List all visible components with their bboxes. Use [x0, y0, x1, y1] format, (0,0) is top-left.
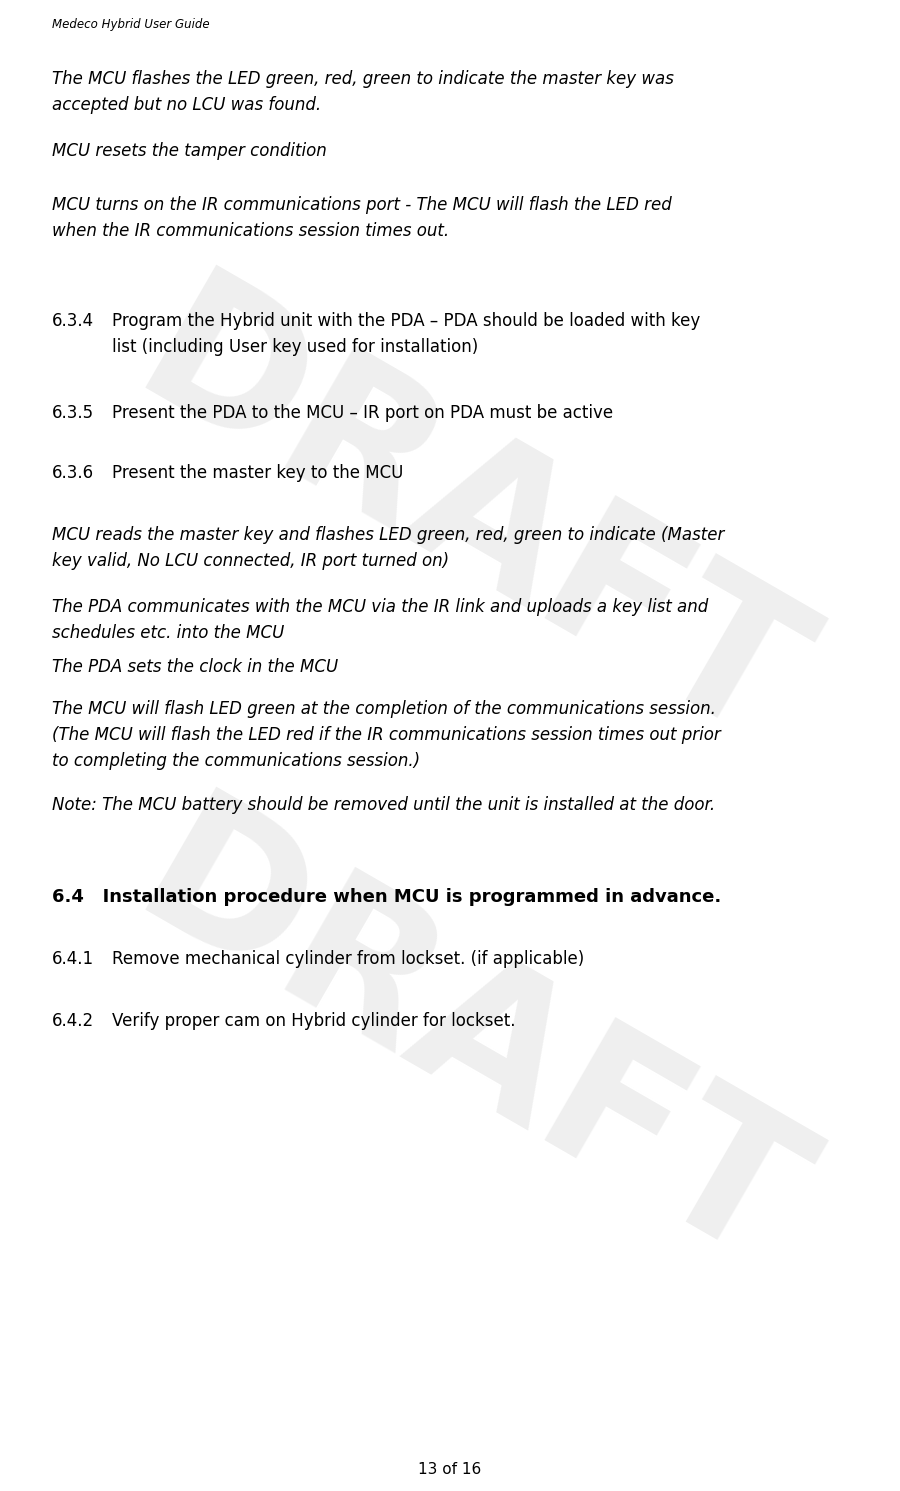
- Text: key valid, No LCU connected, IR port turned on): key valid, No LCU connected, IR port tur…: [52, 552, 449, 570]
- Text: schedules etc. into the MCU: schedules etc. into the MCU: [52, 625, 284, 643]
- Text: DRAFT: DRAFT: [106, 258, 830, 786]
- Text: Verify proper cam on Hybrid cylinder for lockset.: Verify proper cam on Hybrid cylinder for…: [112, 1012, 516, 1030]
- Text: to completing the communications session.): to completing the communications session…: [52, 751, 420, 769]
- Text: Medeco Hybrid User Guide: Medeco Hybrid User Guide: [52, 18, 210, 31]
- Text: 6.3.4: 6.3.4: [52, 312, 94, 330]
- Text: 6.3.6: 6.3.6: [52, 464, 94, 482]
- Text: 6.4.1: 6.4.1: [52, 950, 94, 968]
- Text: The MCU flashes the LED green, red, green to indicate the master key was: The MCU flashes the LED green, red, gree…: [52, 70, 674, 88]
- Text: The MCU will flash LED green at the completion of the communications session.: The MCU will flash LED green at the comp…: [52, 699, 716, 719]
- Text: MCU resets the tamper condition: MCU resets the tamper condition: [52, 142, 327, 160]
- Text: Present the PDA to the MCU – IR port on PDA must be active: Present the PDA to the MCU – IR port on …: [112, 404, 613, 422]
- Text: accepted but no LCU was found.: accepted but no LCU was found.: [52, 95, 321, 113]
- Text: 6.4.2: 6.4.2: [52, 1012, 94, 1030]
- Text: MCU turns on the IR communications port - The MCU will flash the LED red: MCU turns on the IR communications port …: [52, 195, 671, 215]
- Text: 13 of 16: 13 of 16: [418, 1463, 482, 1478]
- Text: The PDA sets the clock in the MCU: The PDA sets the clock in the MCU: [52, 658, 338, 675]
- Text: Program the Hybrid unit with the PDA – PDA should be loaded with key: Program the Hybrid unit with the PDA – P…: [112, 312, 700, 330]
- Text: when the IR communications session times out.: when the IR communications session times…: [52, 222, 449, 240]
- Text: (The MCU will flash the LED red if the IR communications session times out prior: (The MCU will flash the LED red if the I…: [52, 726, 721, 744]
- Text: Present the master key to the MCU: Present the master key to the MCU: [112, 464, 403, 482]
- Text: 6.4   Installation procedure when MCU is programmed in advance.: 6.4 Installation procedure when MCU is p…: [52, 889, 721, 907]
- Text: Remove mechanical cylinder from lockset. (if applicable): Remove mechanical cylinder from lockset.…: [112, 950, 584, 968]
- Text: DRAFT: DRAFT: [106, 780, 830, 1308]
- Text: Note: The MCU battery should be removed until the unit is installed at the door.: Note: The MCU battery should be removed …: [52, 796, 716, 814]
- Text: MCU reads the master key and flashes LED green, red, green to indicate (Master: MCU reads the master key and flashes LED…: [52, 526, 724, 544]
- Text: 6.3.5: 6.3.5: [52, 404, 94, 422]
- Text: list (including User key used for installation): list (including User key used for instal…: [112, 338, 478, 356]
- Text: The PDA communicates with the MCU via the IR link and uploads a key list and: The PDA communicates with the MCU via th…: [52, 598, 708, 616]
